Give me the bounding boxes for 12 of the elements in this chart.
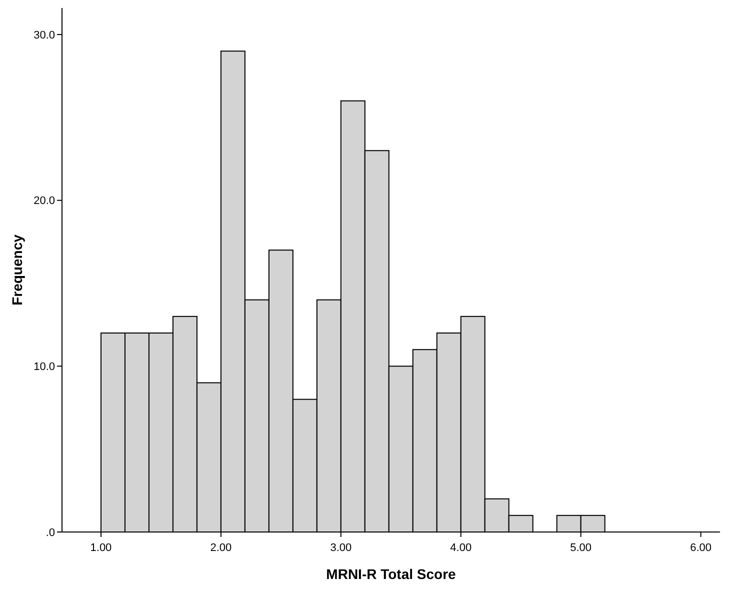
- x-tick-label: 6.00: [690, 542, 712, 554]
- x-tick-label: 4.00: [450, 542, 472, 554]
- x-tick-label: 3.00: [330, 542, 352, 554]
- y-tick-label: 20.0: [34, 195, 55, 208]
- x-tick-label: 2.00: [210, 542, 232, 554]
- y-tick-label: .0: [46, 526, 55, 539]
- x-axis-title: MRNI-R Total Score: [326, 566, 456, 582]
- y-tick-label: 30.0: [34, 29, 55, 42]
- y-tick-label: 10.0: [34, 361, 55, 374]
- x-tick-label: 1.00: [90, 542, 112, 554]
- x-tick-label: 5.00: [570, 542, 592, 554]
- y-axis-title: Frequency: [9, 234, 25, 306]
